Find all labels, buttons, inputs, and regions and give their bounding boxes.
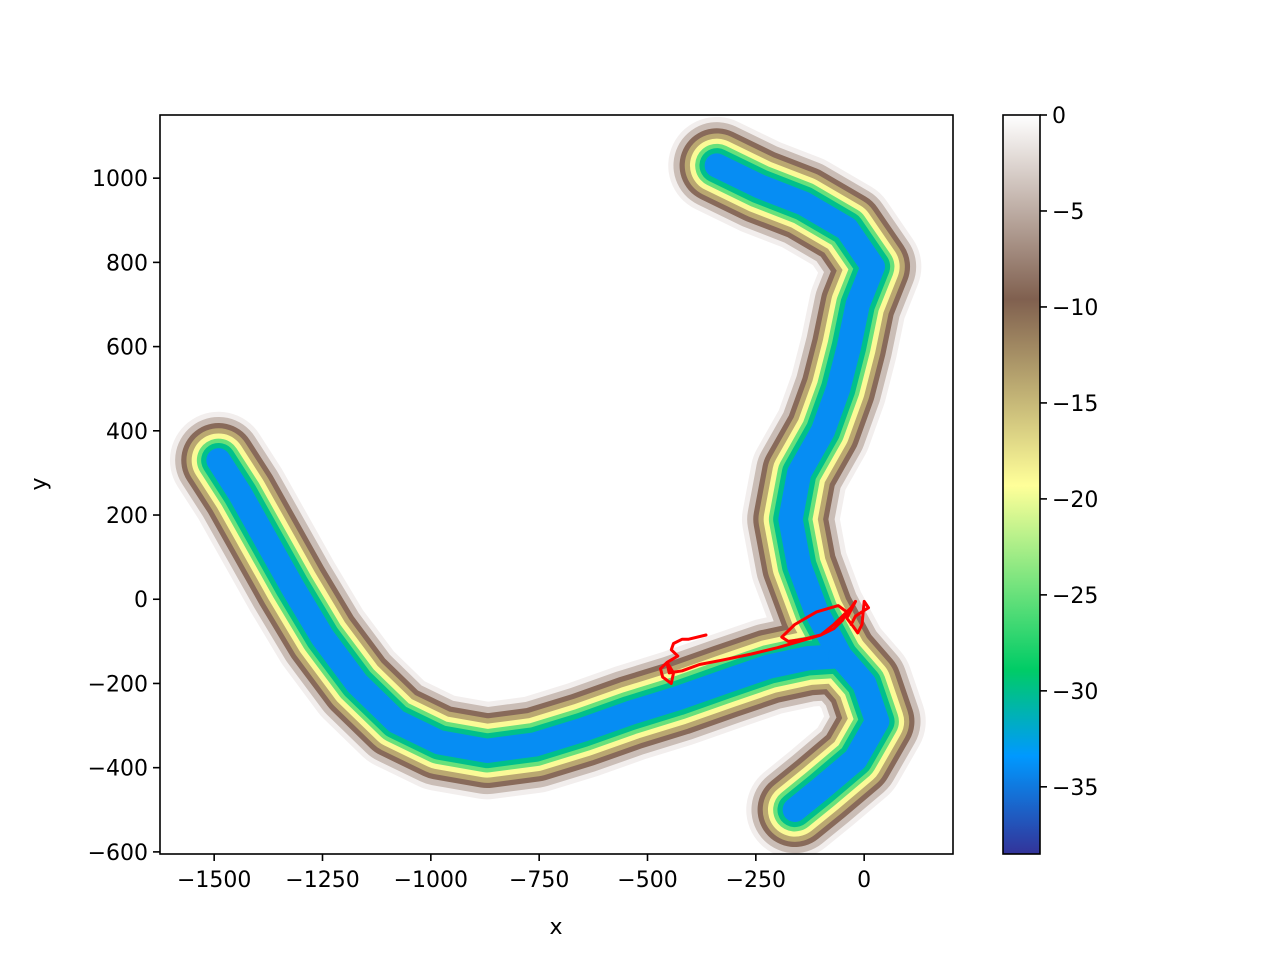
- y-axis: −600 −400 −200 0 200 400 600 800 1000: [88, 167, 160, 866]
- x-axis: −1500 −1250 −1000 −750 −500 −250 0: [177, 854, 871, 893]
- depth-band-7-0: [206, 448, 853, 763]
- x-tick-label: −1000: [394, 868, 468, 893]
- y-tick-label: 600: [106, 336, 148, 361]
- y-tick-label: 800: [106, 251, 148, 276]
- x-tick-label: −500: [617, 868, 677, 893]
- colorbar-tick-label: −5: [1052, 200, 1084, 225]
- y-tick-label: 400: [106, 420, 148, 445]
- x-tick-label: 0: [857, 868, 871, 893]
- y-tick-label: 200: [106, 504, 148, 529]
- track-line-0: [659, 599, 870, 685]
- colorbar-tick-label: −15: [1052, 392, 1098, 417]
- y-tick-label: −600: [88, 841, 148, 866]
- y-tick-label: −400: [88, 757, 148, 782]
- x-tick-label: −250: [726, 868, 786, 893]
- y-axis-label: y: [27, 477, 52, 490]
- colorbar-tick-label: −20: [1052, 488, 1098, 513]
- plot-frame: [159, 114, 954, 855]
- colorbar-fill: [1002, 114, 1041, 855]
- colorbar-tick-label: 0: [1052, 104, 1066, 129]
- colorbar-tick-label: −35: [1052, 776, 1098, 801]
- x-tick-label: −750: [509, 868, 569, 893]
- colorbar-tick-label: −25: [1052, 584, 1098, 609]
- depth-band-7-2: [782, 643, 890, 822]
- x-axis-label: x: [549, 915, 562, 940]
- colorbar-ticks: 0 −5 −10 −15 −20 −25 −30 −35: [1040, 104, 1098, 801]
- colorbar: 0 −5 −10 −15 −20 −25 −30 −35: [1002, 104, 1098, 855]
- colorbar-tick-label: −10: [1052, 296, 1098, 321]
- x-tick-label: −1250: [285, 868, 359, 893]
- colorbar-tick-label: −30: [1052, 680, 1098, 705]
- y-tick-label: −200: [88, 672, 148, 697]
- bathymetry-channel: [169, 116, 926, 854]
- track-series: [659, 599, 870, 685]
- y-tick-label: 1000: [92, 167, 148, 192]
- plot-area: [169, 116, 926, 854]
- depth-band-7-1: [704, 153, 885, 669]
- y-tick-label: 0: [134, 588, 148, 613]
- x-tick-label: −1500: [177, 868, 251, 893]
